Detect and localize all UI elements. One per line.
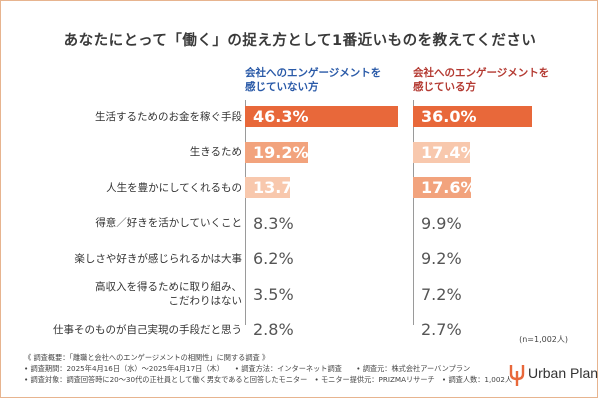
category-label: 仕事そのものが自己実現の手段だと思う: [53, 323, 242, 337]
bar-engaged: [413, 141, 471, 163]
series-header-engaged: 会社へのエンゲージメントを 感じている方: [413, 66, 549, 94]
bar-value-label: 7.2%: [421, 284, 462, 304]
bar-value-label: 46.3%: [253, 107, 309, 126]
footer-line: • 調査対象：調査回答時に20～30代の正社員として働く男女であると回答したモニ…: [24, 375, 513, 384]
axis-line-engaged: [413, 100, 414, 325]
logo-text: Urban Plan: [528, 365, 599, 381]
bar-not-engaged: [245, 106, 398, 127]
bar-not-engaged: [245, 141, 309, 163]
bar-value-label: 36.0%: [421, 107, 477, 126]
bar-value-label: 9.2%: [421, 249, 462, 268]
category-label: 高収入を得るために取り組み、こだわりはない: [95, 280, 242, 308]
category-label: 得意／好きを活かしていくこと: [95, 216, 242, 230]
category-label: 生活するためのお金を稼ぐ手段: [95, 110, 242, 124]
bar-value-label: 8.3%: [253, 213, 294, 233]
bar-value-label: 2.8%: [253, 320, 294, 339]
footer-line: • 調査期間：2025年4月16日（水）～2025年4月17日（木） • 調査方…: [24, 364, 471, 373]
bar-not-engaged: [245, 177, 291, 198]
footer-line: 《 調査概要：「離職と会社へのエンゲージメントの相関性」に関する調査 》: [24, 353, 270, 362]
category-label-line: こだわりはない: [168, 295, 243, 307]
survey-footer: 《 調査概要：「離職と会社へのエンゲージメントの相関性」に関する調査 》 • 調…: [24, 352, 512, 385]
bar-value-label: 2.7%: [421, 320, 462, 339]
series-header-not-engaged: 会社へのエンゲージメントを 感じていない方: [245, 66, 381, 94]
category-label-line: 生きるため: [189, 146, 242, 158]
series-header-line: 会社へのエンゲージメントを: [413, 67, 550, 79]
bar-value-label: 3.5%: [253, 284, 294, 304]
category-label-line: 人生を豊かにしてくれるもの: [106, 181, 242, 194]
series-header-line: 会社へのエンゲージメントを: [245, 67, 382, 79]
bar-value-label: 17.4%: [421, 142, 477, 162]
series-header-line: 感じている方: [413, 81, 476, 93]
category-label-line: 得意／好きを活かしていくこと: [95, 217, 242, 229]
category-label: 生きるため: [190, 145, 242, 159]
bar-value-label: 13.7%: [253, 178, 309, 197]
chart-title: あなたにとって「働く」の捉え方として1番近いものを教えてください: [63, 33, 537, 49]
series-header-line: 感じていない方: [245, 81, 319, 93]
bar-value-label: 17.6%: [421, 178, 477, 197]
bar-engaged: [413, 177, 472, 198]
bar-value-label: 6.2%: [253, 249, 294, 268]
sample-size-note: (n=1,002人): [519, 335, 568, 344]
category-label-line: 楽しさや好きが感じられるかは大事: [74, 252, 242, 265]
category-label-line: 仕事そのものが自己実現の手段だと思う: [53, 323, 242, 336]
bar-value-label: 9.9%: [421, 213, 462, 233]
axis-line-not-engaged: [245, 100, 246, 325]
bar-value-label: 19.2%: [253, 142, 309, 162]
category-label-line: 生活するためのお金を稼ぐ手段: [95, 110, 242, 123]
category-label: 人生を豊かにしてくれるもの: [106, 181, 242, 195]
category-label-line: 高収入を得るために取り組み、: [95, 281, 242, 293]
category-label: 楽しさや好きが感じられるかは大事: [74, 252, 242, 266]
bar-engaged: [413, 106, 532, 127]
urban-plan-logo-icon: [509, 365, 525, 386]
